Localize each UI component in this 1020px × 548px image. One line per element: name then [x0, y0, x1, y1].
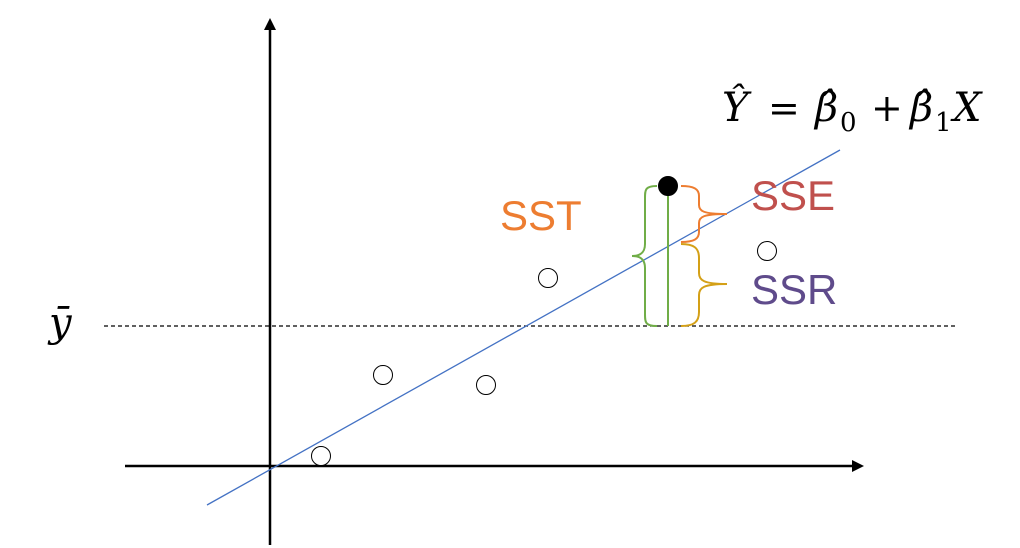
equation-subscript-0: 0	[840, 108, 857, 138]
data-point	[476, 375, 496, 395]
regression-line	[206, 149, 841, 506]
y-bar-label: ȳ	[47, 300, 73, 346]
data-point	[757, 241, 777, 261]
sse-label: SSE	[751, 172, 835, 219]
sse-brace	[680, 185, 728, 243]
equation-plus: +	[871, 86, 903, 130]
equation-beta-1: β̂	[908, 85, 933, 131]
equation-equals: =	[768, 86, 800, 130]
equation-subscript-1: 1	[935, 108, 952, 138]
data-point	[311, 446, 331, 466]
highlighted-data-point	[658, 176, 678, 196]
regression-equation: Ŷ = β̂ 0 + β̂ 1 X	[722, 84, 983, 138]
equation-x: X	[950, 85, 983, 131]
ssr-label: SSR	[751, 266, 837, 313]
data-point	[538, 268, 558, 288]
sst-brace	[631, 185, 658, 327]
equation-beta-0: β̂	[813, 85, 838, 131]
data-point	[373, 365, 393, 385]
equation-y-hat: Ŷ	[722, 84, 752, 131]
sst-label: SST	[500, 192, 582, 239]
ssr-brace	[680, 243, 728, 327]
